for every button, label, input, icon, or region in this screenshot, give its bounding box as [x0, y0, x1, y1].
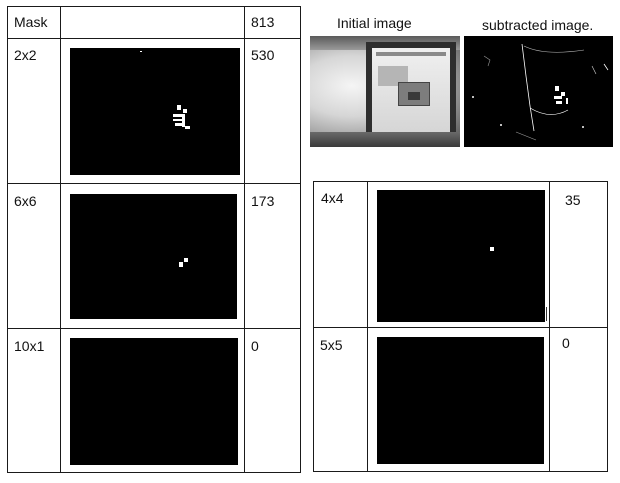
hand-blob	[183, 109, 187, 113]
mask-label-6x6: 6x6	[14, 193, 37, 209]
window-titlebar	[376, 52, 446, 56]
noise-speck	[140, 51, 142, 52]
left-table-border-top	[7, 6, 301, 7]
hand-blob	[185, 126, 190, 129]
hand-blob	[173, 119, 183, 121]
hand-blob	[175, 123, 182, 126]
pixel-count-2x2: 530	[251, 47, 275, 63]
right-table-col-divider	[367, 181, 368, 472]
left-table-row-divider	[7, 328, 301, 329]
right-table-row-divider	[313, 327, 608, 328]
hand-blob	[173, 114, 185, 117]
left-table-col-divider	[60, 6, 61, 473]
right-table-border-right	[607, 181, 608, 472]
hand-blob	[177, 105, 181, 110]
mask-result-image-2x2	[70, 48, 240, 175]
mask-result-image-10x1	[70, 338, 238, 465]
subtracted-image	[464, 36, 613, 147]
subtracted-image-caption: subtracted image.	[482, 17, 594, 33]
mask-result-image-5x5	[377, 337, 544, 464]
screen-content	[398, 82, 430, 106]
header-label: Mask	[14, 14, 48, 30]
left-table-border-right	[300, 6, 301, 473]
mask-label-4x4: 4x4	[321, 190, 344, 206]
initial-image	[310, 36, 460, 147]
right-table-col-divider	[549, 181, 550, 472]
hand-blob	[490, 247, 494, 251]
right-table-border-top	[313, 181, 608, 182]
left-table-border-left	[7, 6, 8, 473]
mask-result-image-6x6	[70, 194, 237, 319]
left-table-row-divider	[7, 38, 301, 39]
right-table-border-bottom	[313, 471, 608, 472]
initial-image-caption: Initial image	[337, 15, 412, 31]
pixel-count-5x5: 0	[562, 335, 570, 351]
mask-result-image-4x4	[377, 190, 545, 322]
pixel-count-4x4: 35	[565, 192, 581, 208]
left-table-border-bottom	[7, 472, 301, 473]
monitor-screen	[372, 48, 450, 134]
header-value: 813	[251, 14, 275, 30]
mask-label-2x2: 2x2	[14, 47, 37, 63]
pixel-count-6x6: 173	[251, 193, 275, 209]
desk-surface	[310, 132, 460, 147]
screen-content	[408, 92, 420, 100]
left-table-row-divider	[7, 183, 301, 184]
pixel-count-10x1: 0	[251, 338, 259, 354]
hand-blob	[182, 117, 185, 127]
right-table-border-left	[313, 181, 314, 472]
hand-blob	[184, 258, 188, 262]
left-table-col-divider	[244, 6, 245, 473]
screen-content	[378, 66, 408, 86]
subtracted-image-edges	[472, 43, 609, 141]
mask-label-10x1: 10x1	[14, 338, 45, 354]
mask-label-5x5: 5x5	[320, 337, 343, 353]
hand-blob	[179, 262, 183, 267]
cursor-mark	[546, 307, 547, 321]
